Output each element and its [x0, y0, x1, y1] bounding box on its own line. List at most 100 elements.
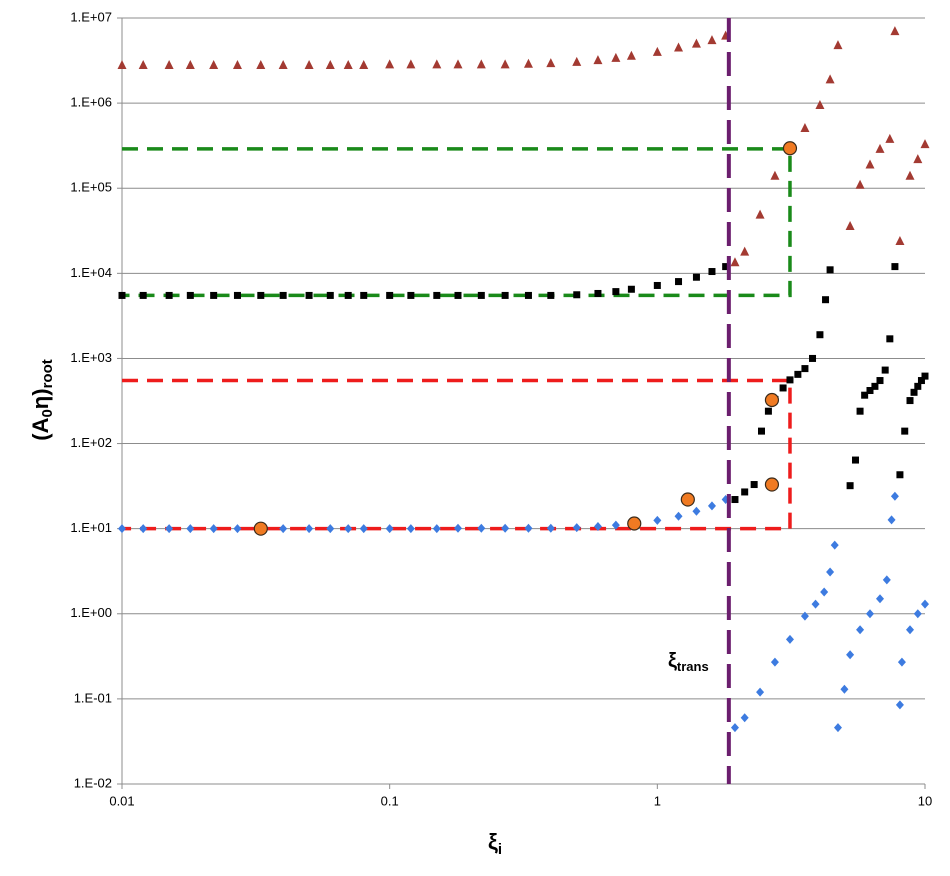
y-tick-label: 1.E+02	[70, 435, 112, 450]
diamond-point	[865, 609, 874, 619]
triangle-point	[674, 42, 684, 52]
square-point	[896, 471, 904, 479]
square-point	[809, 354, 817, 362]
square-point	[921, 372, 929, 380]
diamond-point	[887, 515, 896, 525]
square-point	[708, 268, 716, 276]
circle-point	[764, 477, 780, 492]
triangle-point	[117, 60, 127, 70]
square-point	[386, 291, 394, 299]
square-point	[573, 291, 581, 299]
circle-point	[782, 141, 798, 156]
square-point	[305, 291, 313, 299]
reference-line	[122, 378, 792, 531]
triangle-point	[905, 170, 915, 180]
diamond-point	[707, 501, 716, 511]
triangle-point	[611, 52, 621, 62]
circle-point	[253, 521, 268, 536]
y-axis-title: (A0η)root	[28, 359, 56, 441]
square-point	[454, 291, 462, 299]
square-point	[139, 291, 147, 299]
square-point	[547, 291, 555, 299]
triangle-point	[164, 60, 174, 70]
diamond-point	[118, 524, 126, 534]
triangle-point	[546, 58, 556, 68]
square-point	[846, 482, 854, 490]
triangle-point	[385, 59, 395, 69]
annotation-sub: trans	[677, 659, 709, 674]
triangle-point	[740, 246, 750, 256]
y-label-mid: η)	[28, 388, 53, 409]
diamond-point	[186, 524, 195, 534]
diamond-point	[546, 523, 555, 533]
annotation: ξtrans	[668, 650, 709, 674]
square-point	[433, 291, 441, 299]
triangle-point	[885, 133, 895, 143]
square-point	[914, 382, 922, 390]
square-point	[906, 397, 914, 405]
square-point	[165, 291, 173, 299]
square-point	[881, 366, 889, 374]
diamond-point	[921, 599, 929, 609]
square-point	[764, 407, 772, 415]
diamond-point	[890, 491, 899, 501]
triangle-point	[209, 60, 219, 70]
y-tick-label: 1.E+04	[70, 265, 112, 280]
y-tick-label: 1.E+03	[70, 350, 112, 365]
diamond-point	[233, 524, 242, 534]
square-point	[477, 291, 485, 299]
triangle-point	[890, 26, 900, 36]
square-point	[750, 481, 758, 489]
circle-point	[680, 492, 695, 507]
triangle-point	[855, 179, 865, 189]
diamond-point	[326, 524, 335, 534]
diamond-point	[139, 524, 148, 534]
square-point	[344, 291, 352, 299]
triangle-point	[920, 139, 930, 149]
x-tick-label: 1	[654, 793, 661, 808]
triangle-point	[593, 55, 603, 65]
triangle-point	[895, 235, 905, 245]
x-tick-label: 10	[918, 793, 932, 808]
square-point	[675, 278, 683, 286]
y-tick-label: 1.E+01	[70, 520, 112, 535]
diamond-point	[209, 524, 218, 534]
y-tick-label: 1.E-02	[74, 775, 112, 790]
y-label-open: (A	[28, 417, 53, 440]
diamond-point	[406, 524, 415, 534]
triangle-point	[256, 60, 266, 70]
square-point	[731, 496, 739, 504]
square-point	[279, 291, 287, 299]
diamond-point	[756, 687, 765, 697]
triangle-point	[325, 60, 335, 70]
square-point	[876, 377, 884, 385]
triangle-point	[875, 143, 885, 153]
diamond-point	[674, 511, 683, 521]
diamond-point	[359, 524, 368, 534]
square-point	[627, 285, 635, 293]
triangle-point	[652, 46, 662, 56]
square-point	[871, 382, 879, 390]
diamond-point	[826, 567, 835, 577]
x-tick-label: 0.1	[381, 793, 399, 808]
diamond-point	[875, 594, 884, 604]
diamond-point	[611, 520, 620, 530]
diamond-point	[830, 540, 839, 550]
y-label-sub1: 0	[39, 409, 56, 417]
triangle-point	[865, 159, 875, 169]
diamond-point	[432, 524, 441, 534]
square-point	[741, 488, 749, 496]
diamond-point	[785, 634, 794, 644]
square-point	[901, 427, 909, 435]
diamond-point	[305, 524, 314, 534]
diamond-point	[501, 523, 510, 533]
triangle-point	[523, 58, 533, 68]
square-point	[501, 291, 509, 299]
triangle-point	[913, 154, 923, 164]
diamond-point	[913, 609, 922, 619]
y-tick-label: 1.E-01	[74, 690, 112, 705]
triangle-point	[278, 60, 288, 70]
x-tick-label: 0.01	[109, 793, 134, 808]
diamond-point	[385, 524, 394, 534]
